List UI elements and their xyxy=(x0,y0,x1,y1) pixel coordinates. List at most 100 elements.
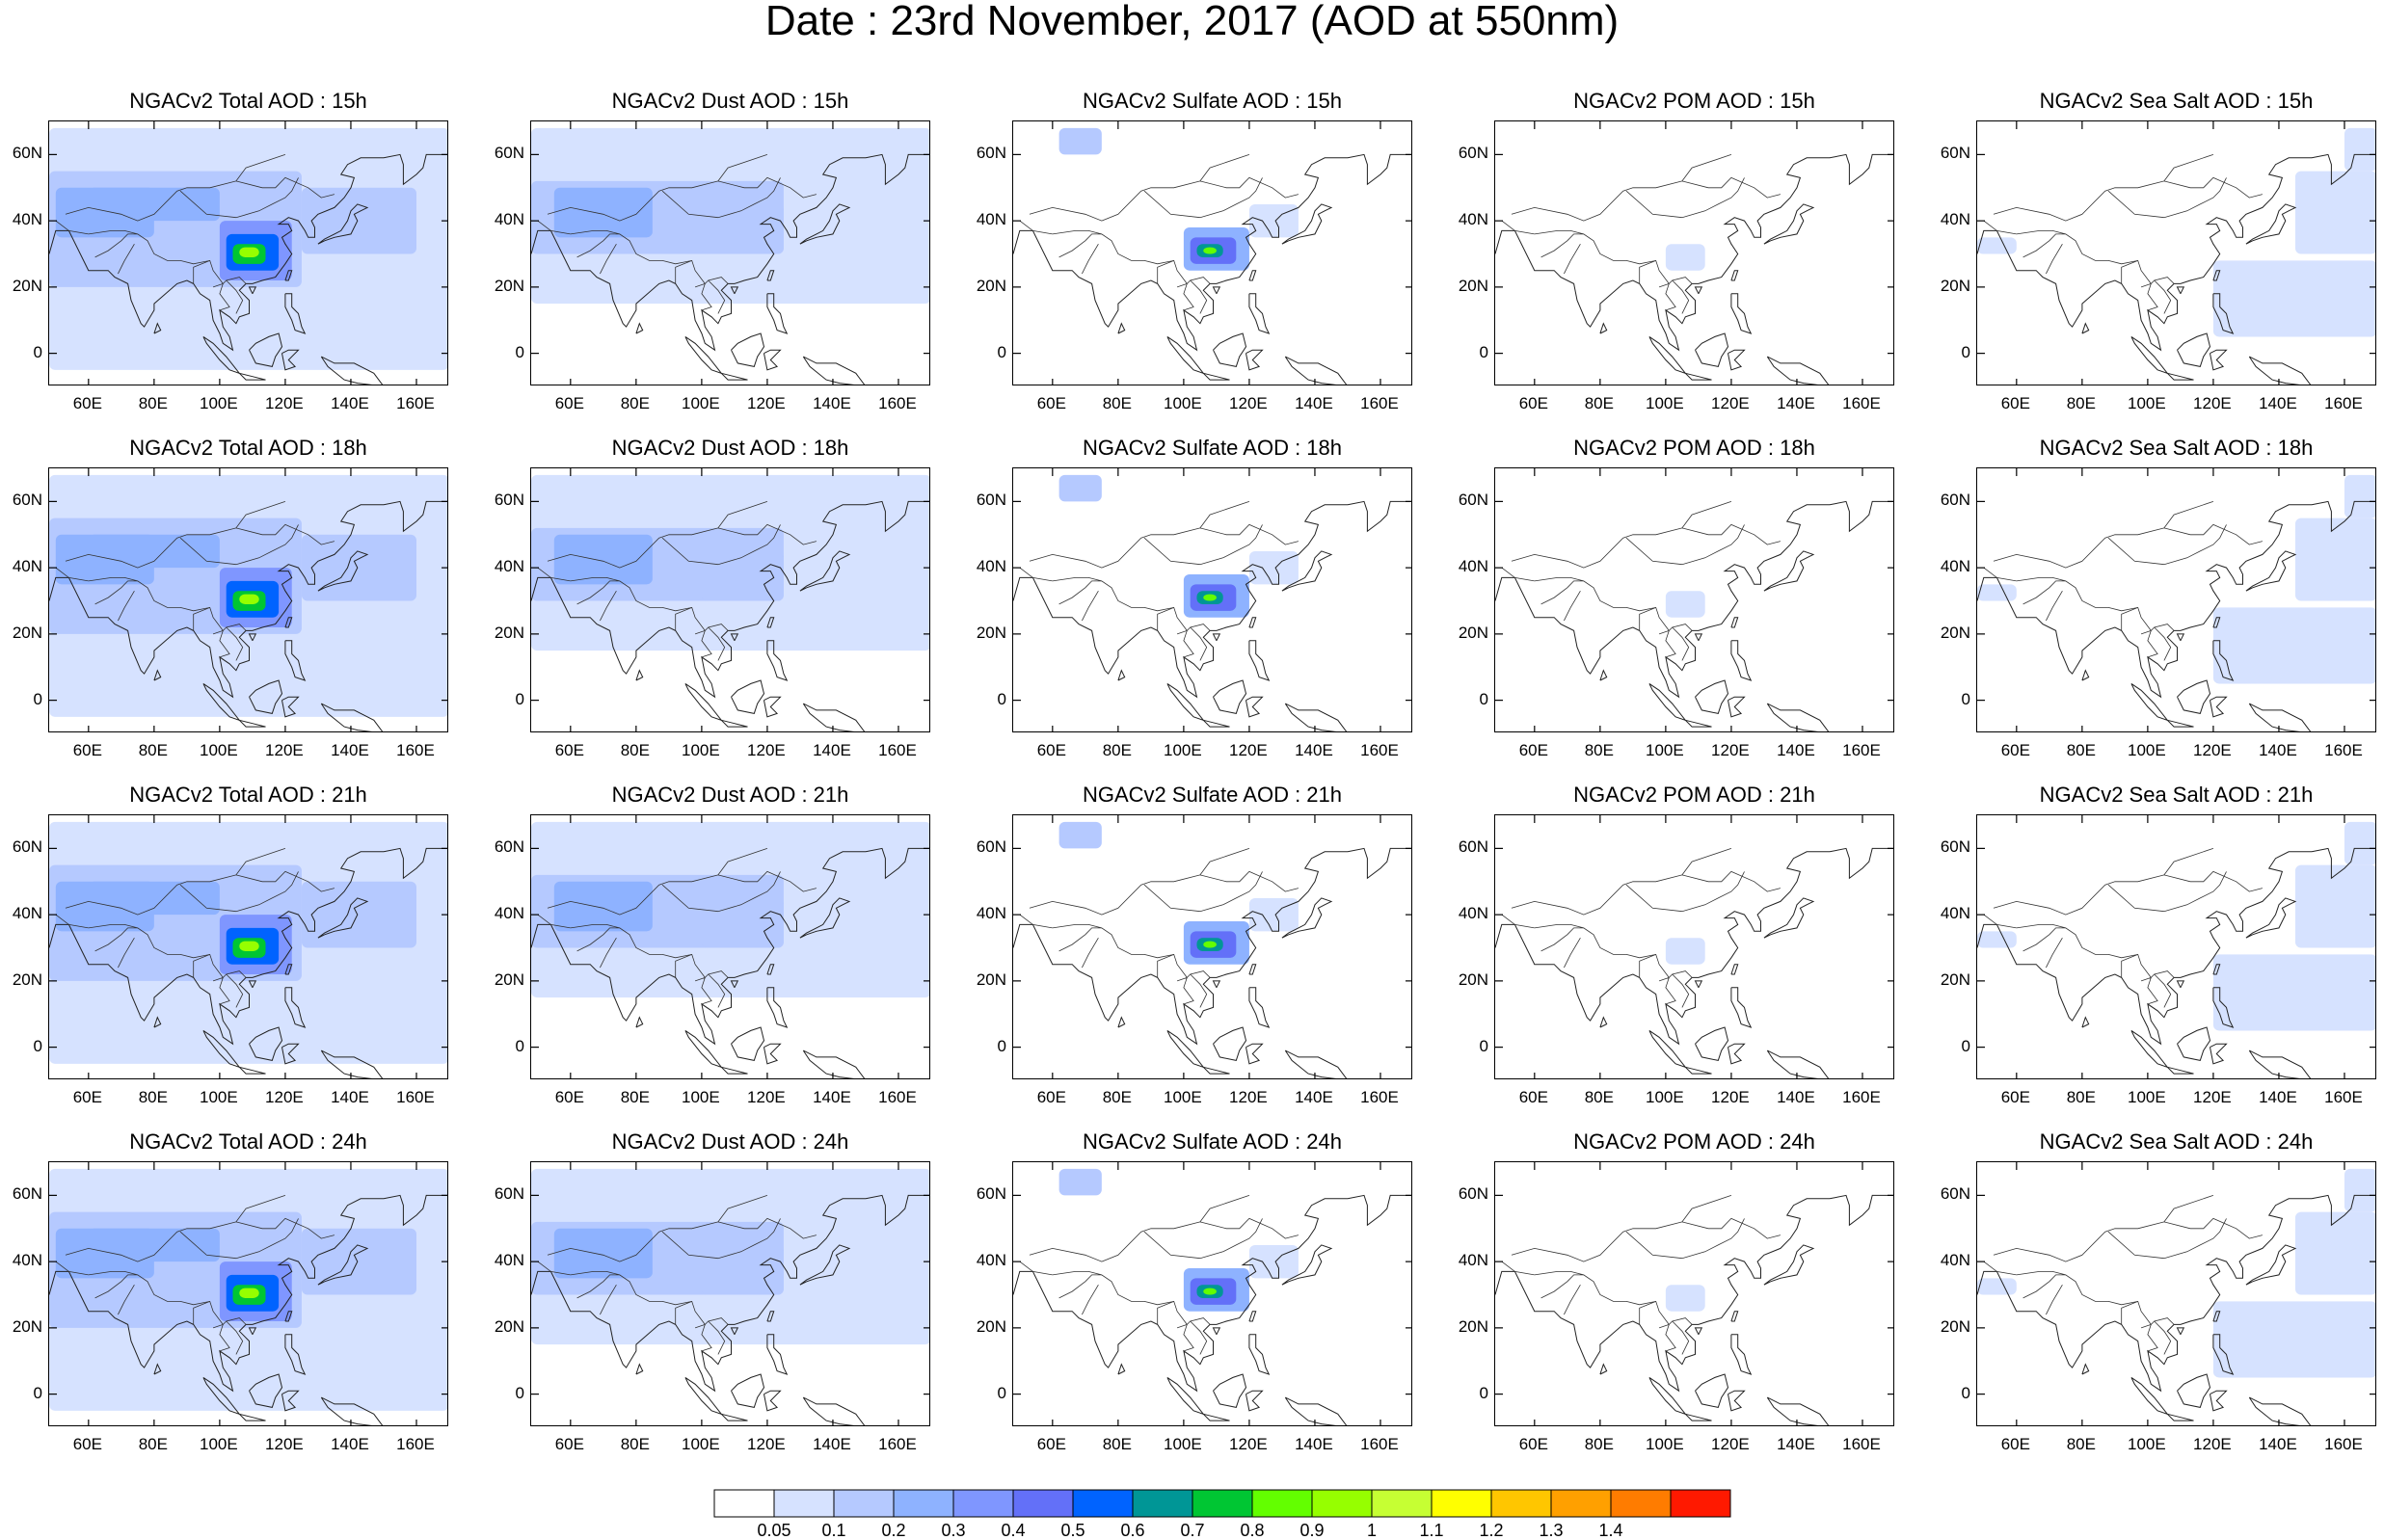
coastline xyxy=(2130,682,2169,722)
country-border xyxy=(1639,1301,1656,1325)
aod-field-region xyxy=(1058,821,1102,849)
coastline xyxy=(1248,617,1257,628)
country-border xyxy=(193,954,210,978)
coastline xyxy=(284,640,307,681)
lon-tick-label: 140E xyxy=(1295,394,1333,412)
aod-field-region xyxy=(2344,821,2375,865)
country-border xyxy=(694,976,712,1005)
country-border xyxy=(2016,1271,2175,1326)
country-border xyxy=(1540,927,1584,952)
lon-tick-label: 120E xyxy=(265,1435,304,1453)
country-border xyxy=(576,927,620,952)
country-border xyxy=(1501,220,1535,235)
colorbar-box xyxy=(713,1489,775,1518)
lon-tick-label: 120E xyxy=(1229,394,1268,412)
map-canvas xyxy=(1495,815,1893,1078)
coastline xyxy=(1246,1043,1264,1065)
coastline xyxy=(731,679,765,714)
country-border xyxy=(1058,1274,1102,1299)
country-border xyxy=(2016,577,2175,632)
country-border xyxy=(1983,567,2017,582)
coastline xyxy=(317,1244,369,1286)
lat-tick-label: 20N xyxy=(494,969,524,989)
lon-tick-label: 80E xyxy=(2066,1435,2096,1453)
map-canvas xyxy=(531,1162,929,1425)
coastline xyxy=(1694,980,1703,989)
aod-field-region xyxy=(2212,954,2375,1031)
coastline xyxy=(1766,356,1830,385)
aod-field-region xyxy=(88,534,220,569)
country-border xyxy=(1672,1320,1690,1355)
lon-tick-label: 80E xyxy=(620,1435,650,1453)
aod-field-region xyxy=(1248,550,1299,585)
coastline xyxy=(1648,682,1687,722)
lat-tick-label: 60N xyxy=(494,144,524,163)
coastline xyxy=(1730,640,1753,681)
country-border xyxy=(1029,176,1299,222)
country-border xyxy=(1199,1195,1250,1223)
country-border xyxy=(1511,870,1781,916)
lon-tick-label: 160E xyxy=(878,394,917,412)
lon-tick-label: 60E xyxy=(2000,741,2030,759)
aod-field-region xyxy=(2344,127,2375,172)
coastline xyxy=(2176,286,2185,295)
country-border xyxy=(547,176,817,222)
coastline xyxy=(802,703,866,731)
aod-field-region xyxy=(1058,474,1102,502)
lon-tick-label: 140E xyxy=(2259,394,2297,412)
country-border xyxy=(1052,577,1211,632)
coastline xyxy=(1695,1373,1729,1408)
country-border xyxy=(1058,927,1102,952)
country-border xyxy=(1511,523,1781,569)
coastline xyxy=(2212,640,2235,681)
coastline xyxy=(2210,1390,2228,1412)
map-canvas xyxy=(1977,815,2375,1078)
lat-tick-label: 20N xyxy=(1458,1316,1488,1336)
lon-tick-label: 140E xyxy=(331,1435,369,1453)
country-border xyxy=(118,590,135,622)
coastline xyxy=(1284,1049,1348,1078)
lon-tick-label: 160E xyxy=(396,394,435,412)
aod-field-region xyxy=(701,897,784,948)
coastline xyxy=(1246,349,1264,371)
country-border xyxy=(708,1320,726,1355)
country-border xyxy=(547,1217,817,1262)
coastline xyxy=(766,270,775,281)
aod-field-region xyxy=(2212,607,2375,684)
coastline xyxy=(1977,1194,2375,1393)
lon-tick-label: 120E xyxy=(1711,1435,1750,1453)
colorbar-label: 0.7 xyxy=(1180,1521,1205,1540)
aod-field-region xyxy=(1248,1244,1299,1279)
coastline xyxy=(238,1413,266,1421)
coastline xyxy=(202,1376,241,1416)
coastline xyxy=(320,1396,384,1425)
coastline xyxy=(684,682,723,722)
lon-tick-label: 160E xyxy=(2324,394,2363,412)
lat-tick-label: 40N xyxy=(12,1251,42,1270)
lon-tick-label: 60E xyxy=(1518,741,1548,759)
coastline xyxy=(2212,1311,2221,1322)
country-border xyxy=(1534,924,1693,979)
coastline xyxy=(1766,703,1830,731)
lon-tick-label: 140E xyxy=(1295,1088,1333,1106)
country-border xyxy=(1983,220,2017,235)
lon-tick-label: 140E xyxy=(2259,1435,2297,1453)
country-border xyxy=(1658,629,1676,658)
map-canvas xyxy=(49,121,447,385)
country-border xyxy=(1176,629,1194,658)
aod-field-region xyxy=(2294,171,2375,254)
aod-field-region xyxy=(301,534,416,601)
coastline xyxy=(1599,669,1608,681)
coastline xyxy=(1495,500,1893,699)
country-border xyxy=(1564,243,1581,275)
map-panel-pom-24h xyxy=(1494,1161,1894,1426)
aod-field-region xyxy=(1665,244,1705,271)
coastline xyxy=(2177,679,2211,714)
country-border xyxy=(2022,1274,2066,1299)
lat-tick-label: 0 xyxy=(515,1036,524,1055)
lon-tick-label: 60E xyxy=(72,741,102,759)
coastline xyxy=(2176,633,2185,642)
coastline xyxy=(684,335,723,375)
country-border xyxy=(1564,937,1581,969)
coastline xyxy=(731,1026,765,1061)
